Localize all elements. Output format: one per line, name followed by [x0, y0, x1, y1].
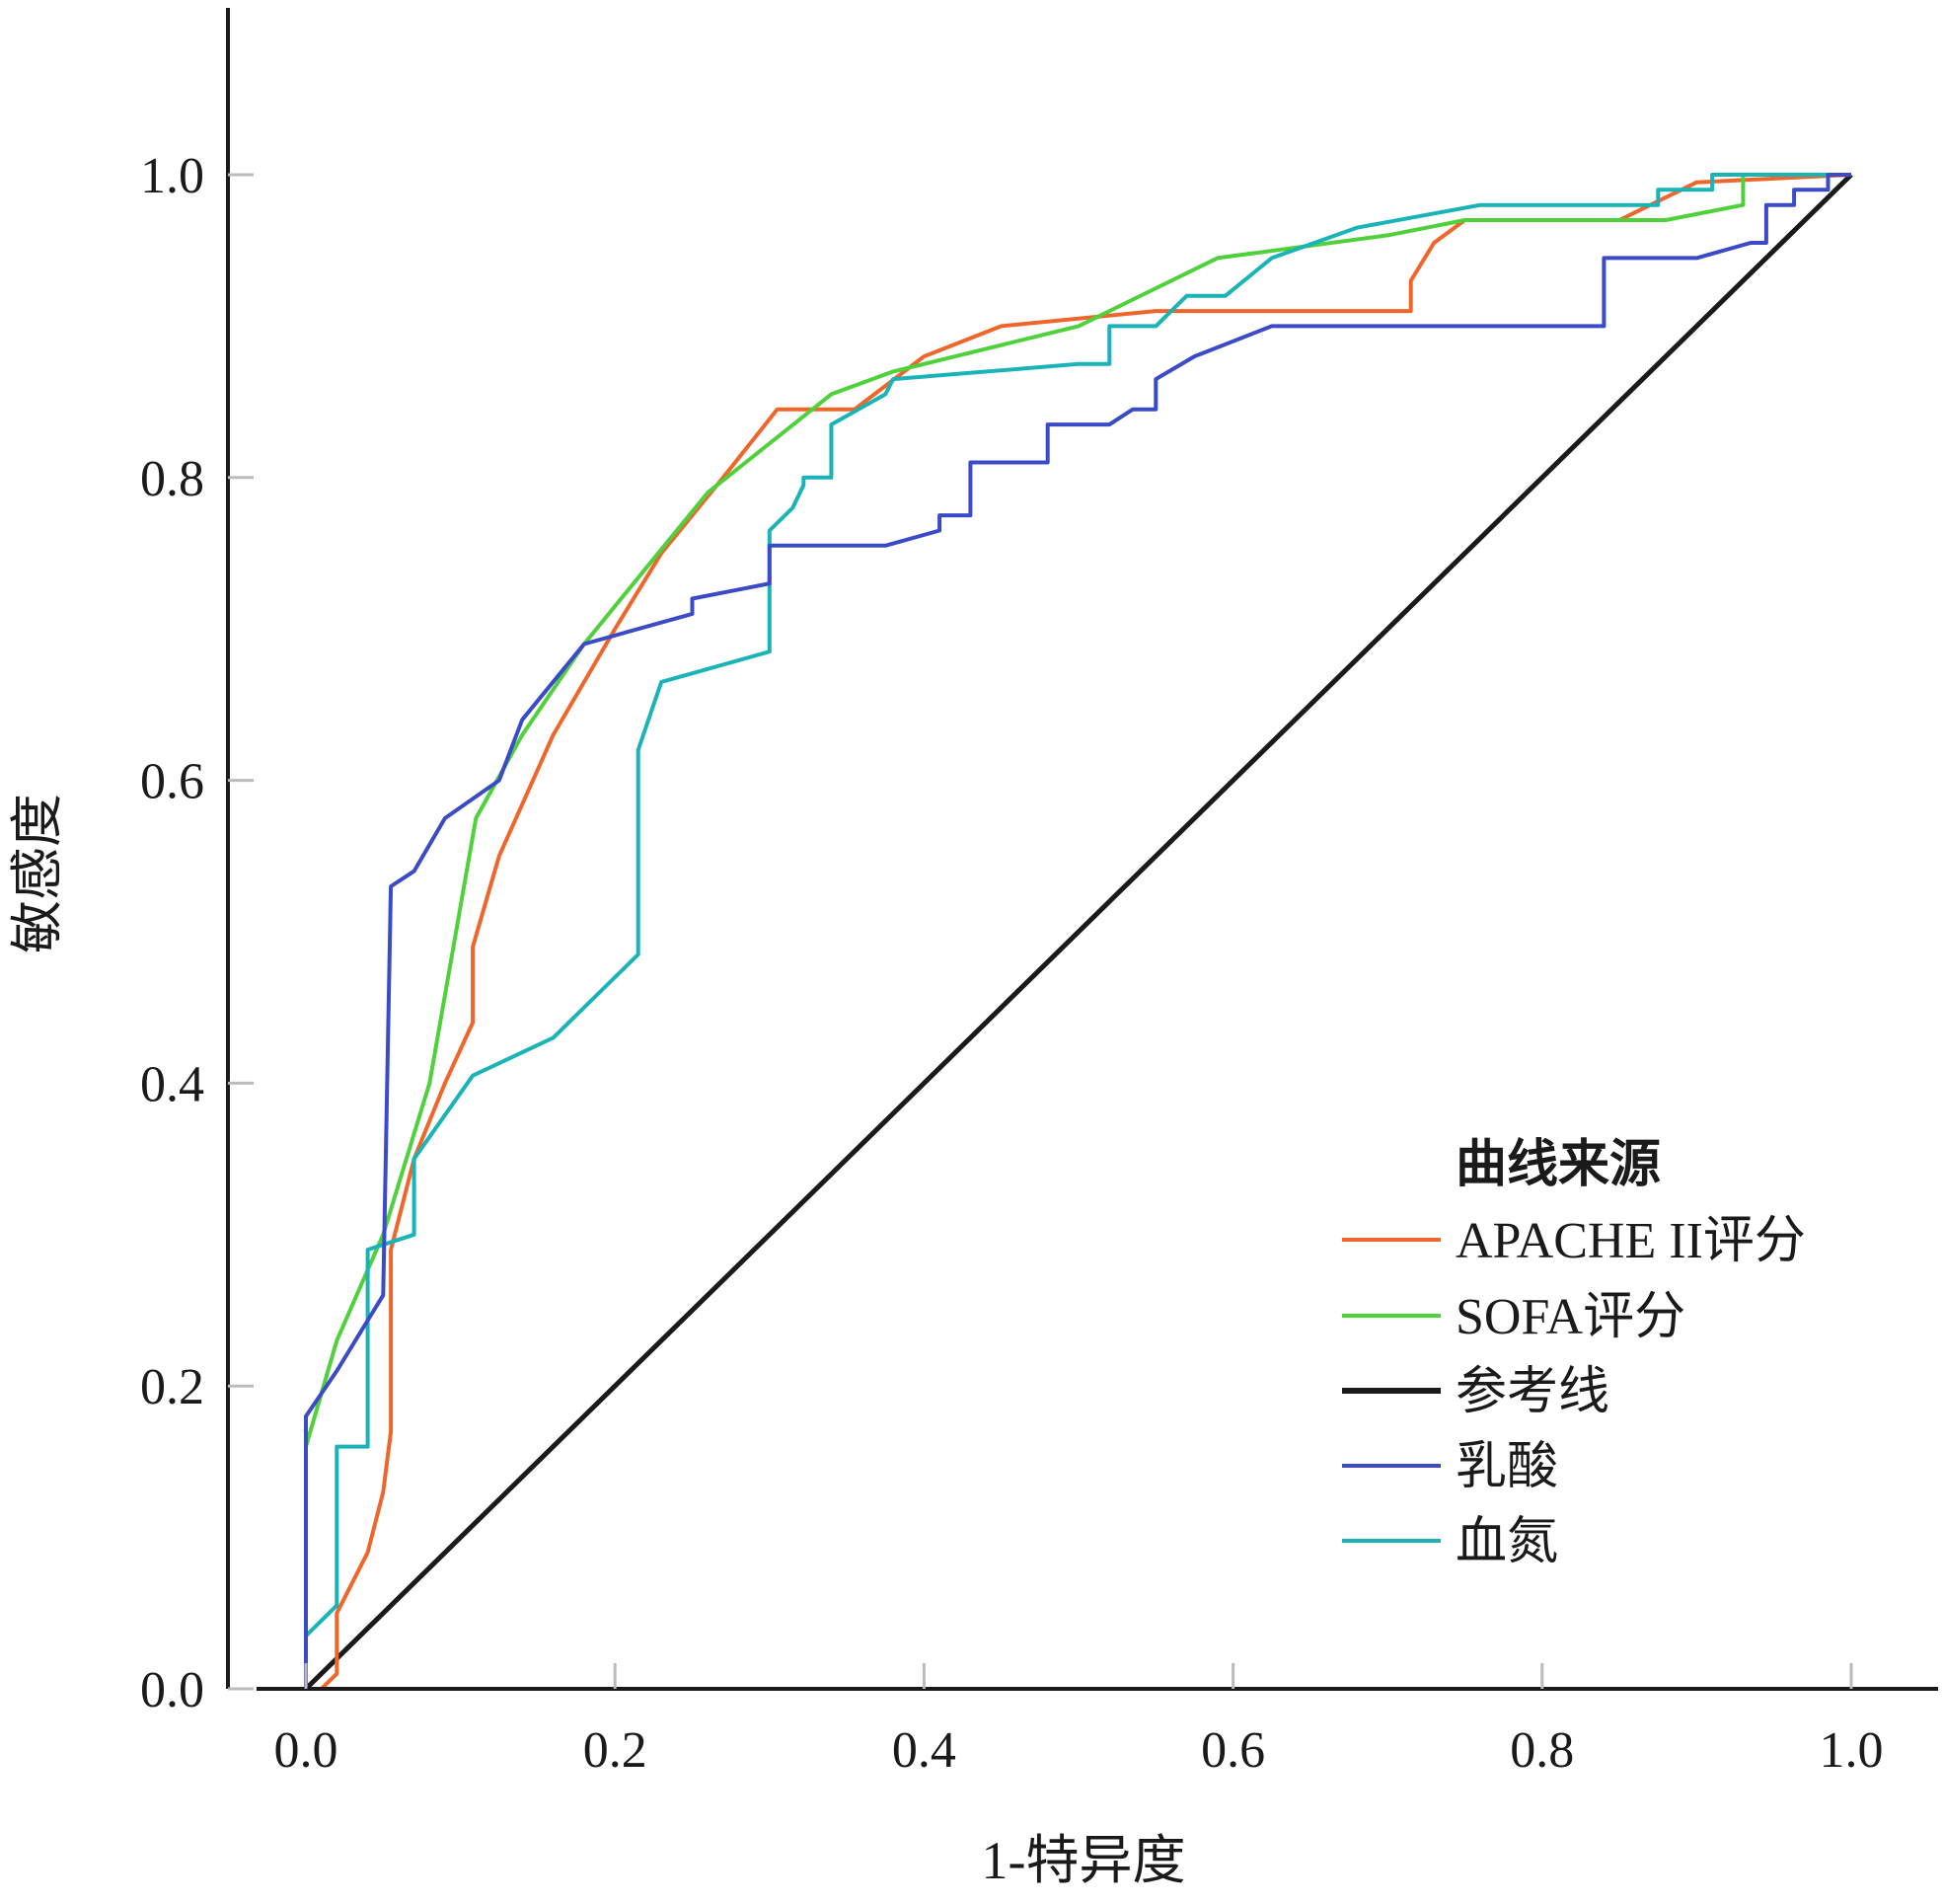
y-tick-label-1: 0.2 — [140, 1359, 204, 1415]
y-tick-label-3: 0.6 — [140, 754, 204, 810]
legend-label-3: 乳酸 — [1456, 1439, 1558, 1495]
series-line-4 — [304, 173, 1851, 1689]
series-line-1 — [304, 173, 1851, 1448]
series-line-2 — [304, 173, 1853, 1691]
x-tick-label-0: 0.0 — [274, 1722, 338, 1779]
y-tick-label-0: 0.0 — [140, 1662, 204, 1718]
x-tick-label-1: 0.2 — [583, 1722, 647, 1779]
tick-labels: 0.0 0.2 0.4 0.6 0.8 1.0 0.0 0.2 0.4 0.6 0.8 1.0 — [140, 148, 1884, 1779]
x-tick-label-4: 0.8 — [1510, 1722, 1574, 1779]
legend-title: 曲线来源 — [1456, 1136, 1661, 1193]
legend-label-2: 参考线 — [1456, 1364, 1609, 1420]
y-axis-title: 敏感度 — [8, 794, 67, 953]
series-line-0 — [306, 173, 1852, 1691]
x-tick-label-3: 0.6 — [1201, 1722, 1265, 1779]
y-tick-label-5: 1.0 — [140, 148, 204, 204]
x-tick-label-2: 0.4 — [892, 1722, 956, 1779]
series-line-3 — [304, 173, 1851, 1689]
x-tick-label-5: 1.0 — [1820, 1722, 1884, 1779]
axes — [226, 8, 1938, 1691]
plot-lines — [304, 173, 1853, 1691]
y-tick-label-4: 0.8 — [140, 451, 204, 507]
legend-label-4: 血氮 — [1456, 1514, 1558, 1570]
legend-label-0: APACHE II评分 — [1456, 1213, 1806, 1269]
y-tick-label-2: 0.4 — [140, 1056, 204, 1112]
ticks — [228, 173, 1853, 1691]
legend-label-1: SOFA评分 — [1456, 1289, 1685, 1345]
x-axis-title: 1-特异度 — [982, 1831, 1186, 1890]
